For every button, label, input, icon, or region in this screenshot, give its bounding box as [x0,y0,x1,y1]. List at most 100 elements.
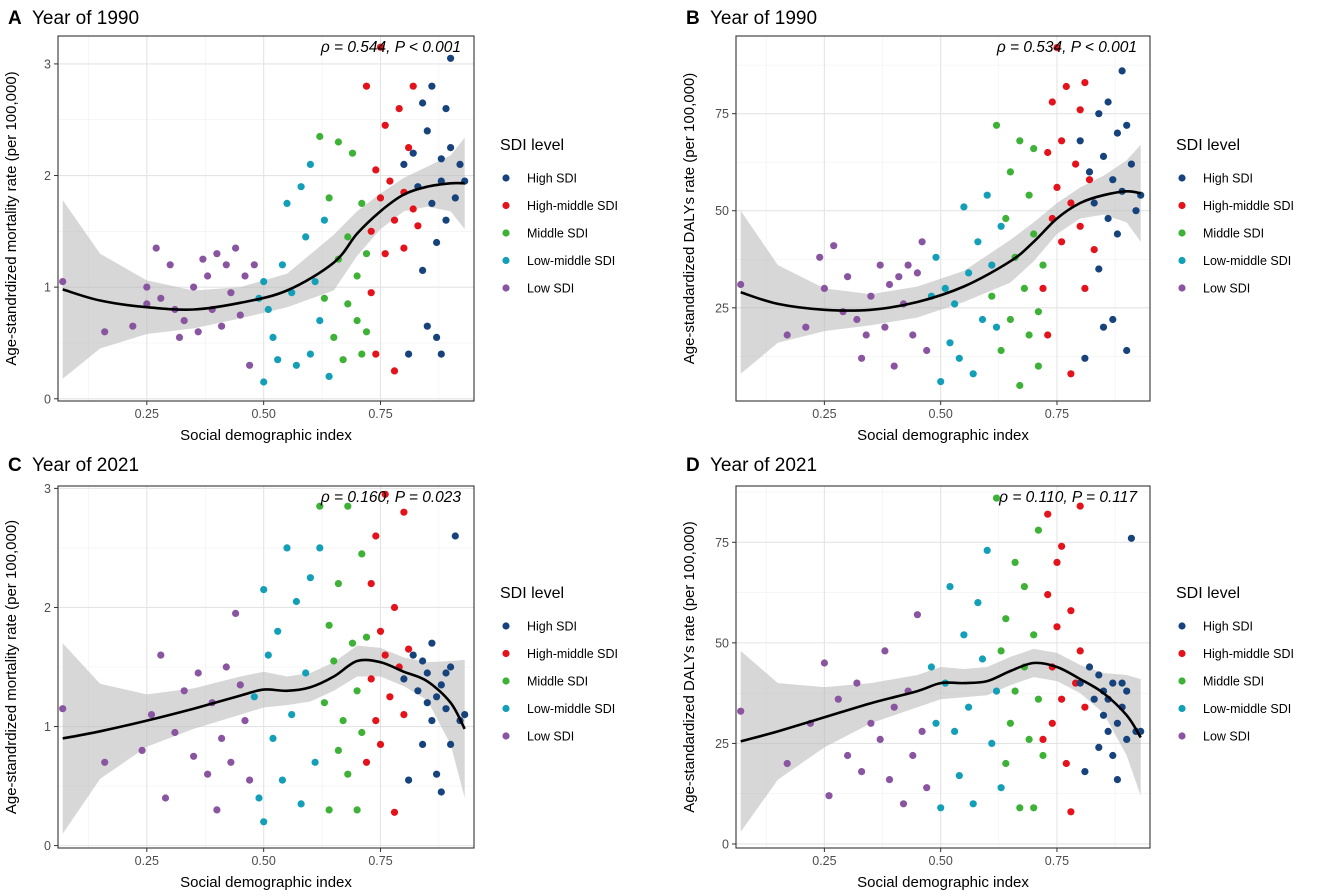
data-point [941,284,949,292]
data-point [1006,719,1015,727]
data-point [978,315,987,324]
series-high-middle-sdi [362,490,413,816]
data-point [59,278,67,286]
legend-label: High-middle SDI [527,199,618,213]
legend-marker [1178,174,1186,182]
panel-title: Year of 1990 [710,8,817,29]
data-point [381,490,389,498]
data-point [447,54,455,62]
y-tick-label: 75 [715,107,729,121]
data-point [1123,121,1131,129]
data-point [358,550,366,558]
data-point [974,599,982,607]
data-point [419,740,427,749]
data-point [423,127,431,135]
y-tick-label: 3 [44,57,51,71]
legend-label: High-middle SDI [1203,199,1294,213]
legend-title: SDI level [1176,585,1240,602]
data-point [913,611,922,619]
data-point [1118,67,1126,75]
data-point [1123,687,1131,695]
data-point [260,586,268,594]
gridlines [58,36,474,401]
data-point [1081,768,1089,776]
data-point [175,333,184,341]
data-point [101,328,109,336]
data-point [320,216,328,224]
y-tick-label: 50 [715,204,729,218]
data-point [316,132,324,141]
data-point [409,82,417,90]
data-point [1081,703,1089,711]
legend-label: High SDI [1203,620,1253,634]
legend-marker [1178,201,1186,210]
data-point [988,261,996,269]
data-point [1044,510,1052,518]
legend-label: Low-middle SDI [1203,254,1291,268]
data-point [180,687,188,695]
data-point [306,574,314,582]
data-point [992,494,1001,502]
data-point [423,669,431,677]
data-point [433,693,441,701]
data-point [190,752,198,760]
correlation-annotation: ρ = 0.544, P < 0.001 [320,39,461,56]
x-tick-label: 0.75 [1045,407,1069,421]
data-point [1016,381,1024,390]
data-point [428,199,436,207]
data-point [381,651,389,659]
series-low-middle-sdi [927,191,1005,386]
data-point [816,253,824,261]
data-point [423,322,431,330]
legend-label: Low-middle SDI [527,254,615,268]
data-point [1123,346,1131,355]
panel-d: D Year of 2021 ρ = 0.110, P = 0.117 0.25 0.5… [681,455,1294,891]
points [59,43,469,386]
data-point [367,580,375,588]
panel-letter: A [8,8,22,29]
data-point [269,333,277,341]
data-point [1006,168,1015,176]
confidence-band [62,137,465,379]
legend-marker [1178,677,1186,685]
data-point [246,776,254,784]
data-point [923,784,931,792]
data-point [428,82,436,90]
legend-label: Low SDI [527,282,574,296]
data-point [157,651,165,659]
data-point [241,717,249,725]
data-point [264,305,272,314]
data-point [853,679,861,687]
data-point [1127,534,1135,542]
data-point [899,800,908,808]
data-point [1030,804,1038,812]
data-point [166,261,174,269]
data-point [311,278,319,286]
y-axis-title: Age-standardized DALYs rate (per 100,000… [681,73,698,365]
fit-line [62,181,465,311]
data-point [442,669,450,677]
legend-label: Low-middle SDI [527,702,615,716]
data-point [932,253,940,261]
legend-label: High SDI [527,172,577,186]
series-middle-sdi [316,502,371,814]
data-point [1118,679,1126,687]
data-point [334,580,342,588]
data-point [405,144,413,152]
data-point [367,289,375,297]
x-tick-label: 0.75 [368,854,392,868]
data-point [278,776,286,784]
data-point [1039,751,1047,760]
data-point [260,378,268,386]
data-point [419,99,427,107]
data-point [988,739,996,748]
data-point [264,651,272,659]
data-point [232,244,240,252]
data-point [390,367,399,375]
data-point [1109,176,1117,184]
x-tick-label: 0.50 [251,854,275,868]
panel-a: A Year of 1990 ρ = 0.544, P < 0.001 0.25 0.5… [3,8,618,444]
panel-letter: D [686,455,700,476]
data-point [419,266,427,274]
